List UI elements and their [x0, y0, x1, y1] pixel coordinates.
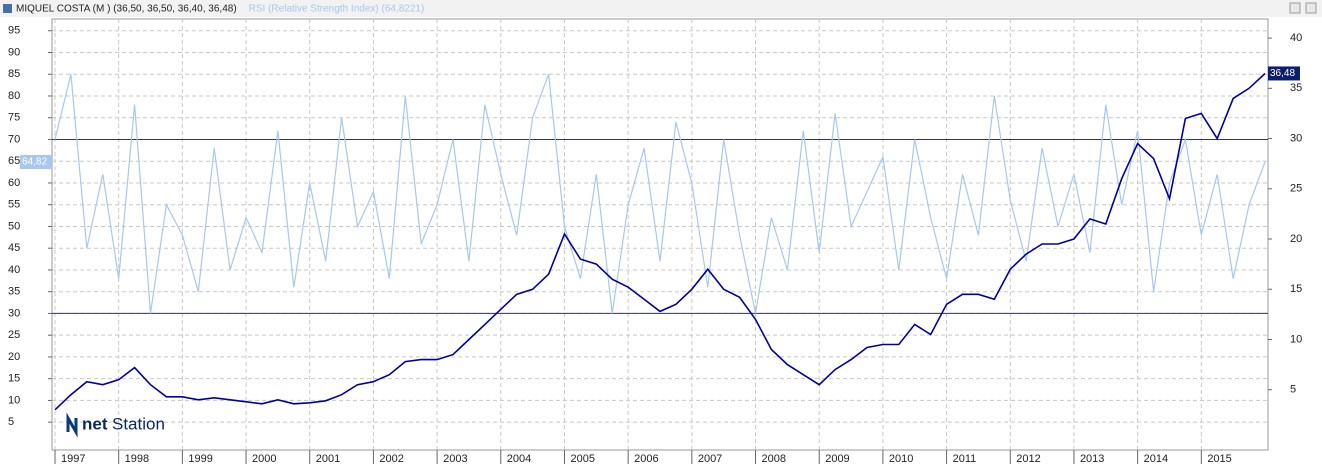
- y-tick-label: 10: [8, 394, 20, 406]
- logo-prefix: net: [82, 414, 108, 433]
- y-tick-label: 85: [8, 68, 20, 80]
- y-tick-label: 30: [8, 307, 20, 319]
- x-tick-label: 2011: [953, 453, 977, 465]
- x-tick-label: 2007: [698, 453, 722, 465]
- y2-tick-label: 35: [1290, 82, 1302, 94]
- y-tick-label: 70: [8, 133, 20, 145]
- series-line: [54, 73, 1266, 314]
- x-tick-label: 2002: [379, 453, 403, 465]
- y-tick-label: 90: [8, 46, 20, 58]
- y2-tick-label: 40: [1290, 32, 1302, 44]
- y2-tick-label: 5: [1290, 384, 1296, 396]
- logo-suffix: Station: [112, 414, 165, 433]
- y-tick-label: 60: [8, 177, 20, 189]
- logo-mark: [66, 412, 78, 438]
- x-tick-label: 2004: [507, 453, 531, 465]
- y-tick-label: 5: [8, 416, 14, 428]
- x-tick-label: 2006: [634, 453, 658, 465]
- x-tick-label: 2014: [1144, 453, 1168, 465]
- indicator-title: RSI (Relative Strength Index) (64,8221): [249, 4, 425, 15]
- x-tick-label: 1997: [61, 453, 85, 465]
- close-button[interactable]: [1305, 2, 1317, 14]
- x-tick-label: 2008: [762, 453, 786, 465]
- y2-tick-label: 15: [1290, 283, 1302, 295]
- value-label: 64,82: [22, 157, 47, 168]
- y-tick-label: 95: [8, 25, 20, 37]
- y2-tick-label: 25: [1290, 183, 1302, 195]
- x-tick-label: 2010: [889, 453, 913, 465]
- y-tick-label: 15: [8, 373, 20, 385]
- y-tick-label: 40: [8, 264, 20, 276]
- logo: net Station: [66, 412, 165, 438]
- x-tick-label: 1999: [188, 453, 212, 465]
- y-tick-label: 20: [8, 351, 20, 363]
- y-tick-label: 35: [8, 286, 20, 298]
- value-label: 36,48: [1270, 68, 1295, 79]
- value-label-box: [1268, 66, 1300, 81]
- y-tick-label: 75: [8, 112, 20, 124]
- chart-title: MIQUEL COSTA (M ) (36,50, 36,50, 36,40, …: [16, 4, 237, 15]
- x-tick-label: 2005: [570, 453, 594, 465]
- y2-tick-label: 20: [1290, 233, 1302, 245]
- x-tick-label: 2000: [252, 453, 276, 465]
- y2-tick-label: 30: [1290, 132, 1302, 144]
- x-tick-label: 2009: [825, 453, 849, 465]
- y-tick-label: 45: [8, 242, 20, 254]
- minimize-button[interactable]: [1289, 2, 1301, 14]
- y-tick-label: 80: [8, 90, 20, 102]
- x-tick-label: 1998: [125, 453, 149, 465]
- x-tick-label: 2013: [1080, 453, 1104, 465]
- value-label-box: [20, 154, 52, 169]
- x-tick-label: 2003: [443, 453, 467, 465]
- y-tick-label: 65: [8, 155, 20, 167]
- window-buttons[interactable]: [1289, 2, 1317, 14]
- y-tick-label: 50: [8, 220, 20, 232]
- title-bar: [0, 0, 1322, 17]
- x-tick-label: 2015: [1207, 453, 1231, 465]
- y-tick-label: 55: [8, 199, 20, 211]
- y-tick-label: 25: [8, 329, 20, 341]
- window-icon: [3, 4, 12, 13]
- plot-frame: [51, 18, 1269, 451]
- x-tick-label: 2012: [1016, 453, 1040, 465]
- y2-tick-label: 10: [1290, 333, 1302, 345]
- series-line: [54, 72, 1266, 411]
- x-tick-label: 2001: [316, 453, 340, 465]
